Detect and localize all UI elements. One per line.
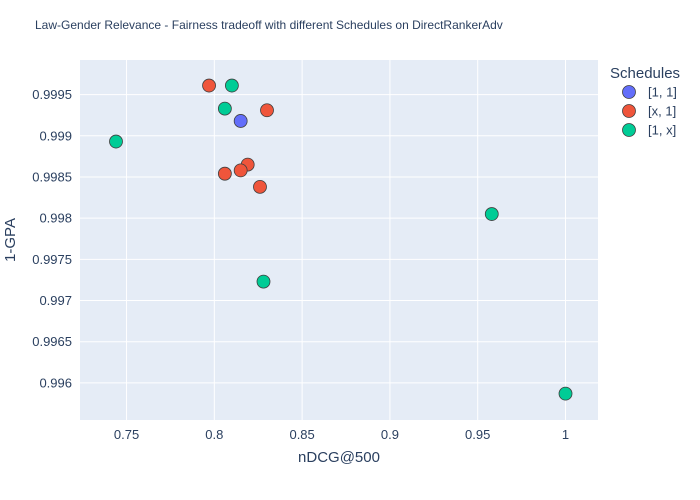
x-tick-label: 0.75 — [114, 427, 139, 442]
legend-items: [1, 1] [x, 1] [1, x] — [622, 85, 677, 138]
data-point — [253, 179, 267, 194]
legend-title: Schedules — [610, 65, 680, 82]
plot-area — [80, 60, 598, 420]
data-point — [224, 78, 239, 93]
y-tick-label: 0.997 — [39, 293, 72, 308]
y-axis-ticks: 0.996 0.9965 0.997 0.9975 0.998 0.9985 0.999 0.… — [32, 87, 72, 390]
legend-marker — [622, 123, 636, 137]
data-point — [260, 103, 274, 118]
legend-label: [1, x] — [648, 123, 676, 138]
legend: Schedules [1, 1] [x, 1] [1, x] — [610, 65, 680, 138]
data-point — [256, 274, 271, 289]
legend-marker — [622, 104, 636, 118]
data-point — [558, 386, 573, 401]
y-tick-label: 0.9985 — [32, 169, 72, 184]
data-point — [233, 114, 248, 128]
x-tick-label: 1 — [562, 427, 569, 442]
y-tick-label: 0.996 — [39, 375, 72, 390]
series-group — [202, 78, 274, 194]
y-axis-title: 1-GPA — [2, 218, 19, 262]
data-point — [233, 163, 248, 178]
x-tick-label: 0.9 — [381, 427, 399, 442]
data-point — [109, 134, 123, 149]
chart-title: Law-Gender Relevance - Fairness tradeoff… — [35, 18, 503, 32]
data-point — [217, 166, 232, 181]
y-tick-label: 0.9975 — [32, 252, 72, 267]
x-tick-label: 0.85 — [289, 427, 314, 442]
y-tick-label: 0.9965 — [32, 334, 72, 349]
legend-label: [1, 1] — [648, 85, 677, 100]
x-tick-label: 0.95 — [465, 427, 490, 442]
x-axis-ticks: 0.75 0.8 0.85 0.9 0.95 1 — [114, 427, 569, 442]
grid — [80, 60, 598, 420]
data-point — [484, 207, 499, 221]
x-axis-title: nDCG@500 — [298, 449, 380, 466]
y-tick-label: 0.999 — [39, 128, 72, 143]
series-group — [109, 78, 573, 401]
y-tick-label: 0.9995 — [32, 87, 72, 102]
y-tick-label: 0.998 — [39, 211, 72, 226]
legend-marker — [622, 85, 636, 99]
data-point — [202, 78, 216, 93]
series-group — [233, 114, 248, 128]
data-points — [109, 78, 573, 401]
legend-label: [x, 1] — [648, 104, 676, 119]
data-point — [217, 101, 232, 116]
x-tick-label: 0.8 — [205, 427, 223, 442]
